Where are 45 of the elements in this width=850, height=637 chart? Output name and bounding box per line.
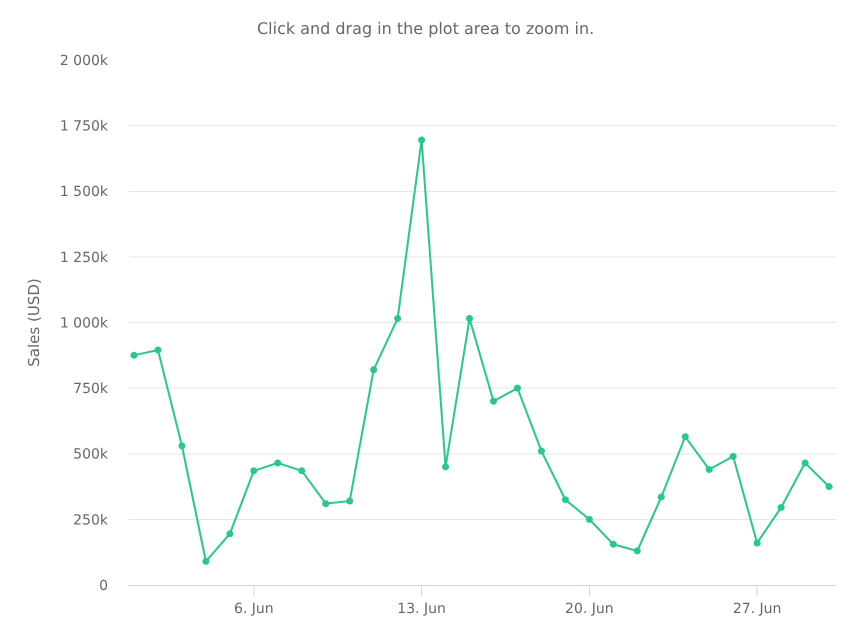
point: [514, 384, 521, 392]
x-tick-label: 20. Jun: [565, 600, 614, 617]
y-tick-label: 1 750k: [60, 118, 109, 135]
y-tick-label: 1 250k: [60, 250, 109, 266]
y-axis-title: Sales (USD): [25, 278, 44, 367]
point: [346, 498, 354, 504]
point: [538, 448, 545, 455]
point: [370, 366, 378, 374]
y-tick-label: 250k: [73, 512, 109, 528]
point: [178, 442, 186, 450]
point: [226, 530, 234, 538]
point: [418, 136, 426, 144]
point: [754, 540, 761, 546]
point: [562, 496, 569, 504]
y-tick-label: 1 000k: [60, 315, 109, 332]
point: [730, 452, 737, 460]
point: [826, 483, 833, 490]
x-tick-label: 27. Jun: [732, 600, 782, 617]
point: [274, 459, 282, 466]
y-tick-label: 0: [99, 578, 108, 594]
y-tick-label: 750k: [73, 381, 109, 398]
point: [442, 463, 450, 470]
point: [778, 504, 785, 512]
point: [682, 433, 689, 440]
point: [658, 494, 665, 501]
point: [130, 352, 138, 359]
point: [250, 467, 258, 474]
point: [154, 346, 162, 354]
point: [802, 459, 809, 466]
x-tick-label: 13. Jun: [397, 600, 446, 617]
point: [466, 315, 474, 322]
point: [634, 547, 641, 554]
point: [586, 516, 593, 523]
point: [202, 558, 210, 565]
point: [610, 540, 617, 548]
y-tick-label: 1 500k: [60, 184, 109, 200]
y-tick-label: 500k: [73, 446, 109, 463]
point: [706, 466, 713, 473]
point: [298, 467, 306, 474]
x-tick-label: 6. Jun: [234, 600, 274, 617]
y-tick-label: 2 000k: [60, 52, 109, 69]
point: [322, 500, 330, 508]
point: [490, 398, 497, 405]
point: [394, 315, 402, 322]
chart-subtitle: Click and drag in the plot area to zoom in.: [257, 19, 594, 38]
